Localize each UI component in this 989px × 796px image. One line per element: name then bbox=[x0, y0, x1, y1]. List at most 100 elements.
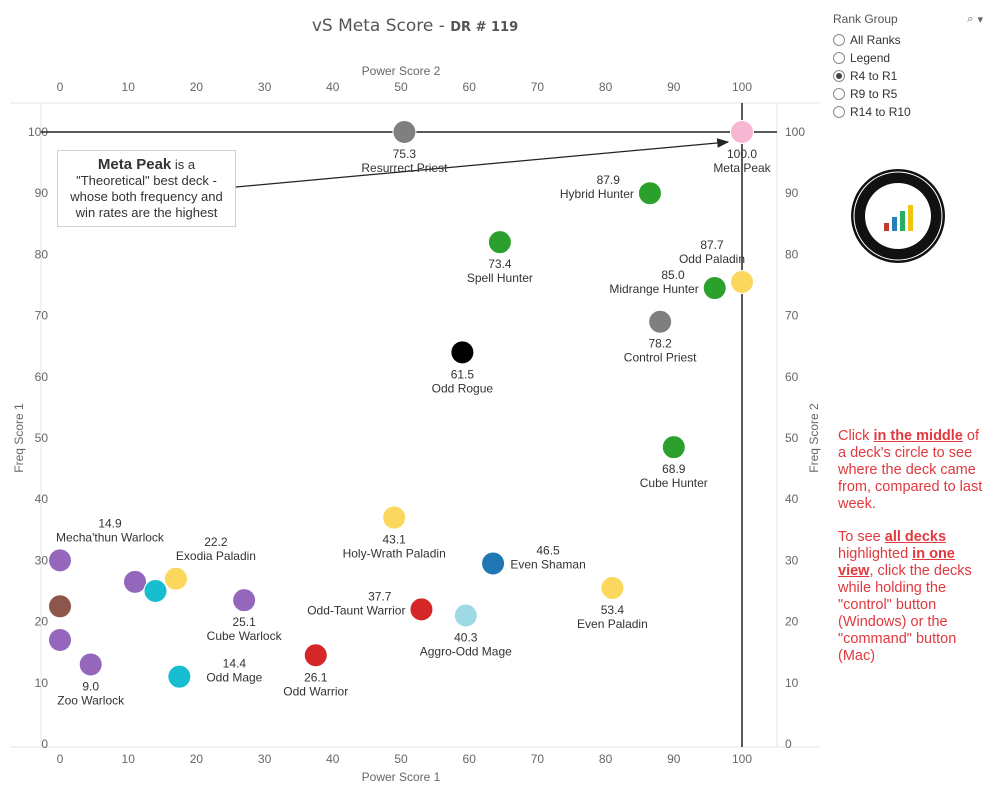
rank-option-legend[interactable]: Legend bbox=[833, 49, 983, 67]
y-tick-label: 20 bbox=[35, 615, 49, 629]
deck-name-label: Zoo Warlock bbox=[57, 693, 125, 707]
deck-score-label: 87.7 bbox=[700, 238, 724, 252]
rank-option-label: R4 to R1 bbox=[850, 69, 898, 83]
deck-score-label: 73.4 bbox=[488, 257, 512, 271]
rank-option-r14-to-r10[interactable]: R14 to R10 bbox=[833, 103, 983, 121]
deck-point[interactable] bbox=[232, 588, 257, 613]
callout-line-1: is a bbox=[171, 157, 196, 172]
y-tick-label: 100 bbox=[28, 125, 48, 139]
x-tick-label: 80 bbox=[599, 752, 613, 766]
deck-point[interactable] bbox=[48, 594, 72, 619]
radio-icon[interactable] bbox=[833, 52, 845, 64]
deck-point[interactable] bbox=[661, 435, 686, 460]
deck-point[interactable] bbox=[163, 566, 188, 591]
deck-score-label: 85.0 bbox=[661, 268, 685, 282]
deck-point[interactable] bbox=[637, 181, 662, 206]
deck-score-label: 53.4 bbox=[601, 603, 625, 617]
deck-name-label: Control Priest bbox=[624, 351, 697, 365]
x-tick-label: 60 bbox=[463, 752, 477, 766]
x-tick-label: 30 bbox=[258, 752, 272, 766]
deck-point[interactable] bbox=[392, 120, 417, 144]
deck-point[interactable] bbox=[648, 309, 673, 334]
deck-point[interactable] bbox=[450, 340, 475, 365]
y2-tick-label: 90 bbox=[785, 186, 799, 200]
rank-option-r4-to-r1[interactable]: R4 to R1 bbox=[833, 67, 983, 85]
radio-icon[interactable] bbox=[833, 88, 845, 100]
radio-icon[interactable] bbox=[833, 70, 845, 82]
chart-title: vS Meta Score - DR # 119 bbox=[0, 16, 830, 36]
x2-axis-title: Power Score 2 bbox=[362, 64, 441, 78]
y2-tick-label: 60 bbox=[785, 370, 799, 384]
deck-score-label: 22.2 bbox=[204, 535, 228, 549]
search-icon[interactable]: ⌕ bbox=[967, 12, 974, 25]
deck-point[interactable] bbox=[143, 579, 168, 603]
y2-tick-label: 40 bbox=[785, 492, 799, 506]
deck-name-label: Aggro-Odd Mage bbox=[420, 644, 512, 658]
logo-bars-icon bbox=[865, 183, 931, 249]
x-tick-label: 0 bbox=[57, 752, 64, 766]
x-tick-label: 100 bbox=[732, 752, 752, 766]
scatter-plot[interactable]: 0010102020303040405050606070708080909010… bbox=[0, 0, 830, 796]
x-tick-label: 70 bbox=[531, 752, 545, 766]
deck-point[interactable] bbox=[702, 276, 727, 301]
title-main: vS Meta Score bbox=[311, 16, 434, 36]
deck-point[interactable] bbox=[78, 652, 103, 677]
deck-score-label: 87.9 bbox=[597, 173, 621, 187]
y2-tick-label: 80 bbox=[785, 247, 799, 261]
y-tick-label: 90 bbox=[35, 186, 49, 200]
deck-score-label: 26.1 bbox=[304, 670, 328, 684]
deck-name-label: Odd-Taunt Warrior bbox=[307, 603, 405, 617]
meta-peak-callout: Meta Peak is a "Theoretical" best deck -… bbox=[57, 150, 236, 227]
dropdown-arrow-icon[interactable]: ▾ bbox=[977, 13, 983, 26]
deck-point[interactable] bbox=[487, 230, 512, 255]
deck-name-label: Meta Peak bbox=[713, 161, 771, 175]
deck-point[interactable] bbox=[453, 603, 478, 628]
rank-option-all-ranks[interactable]: All Ranks bbox=[833, 31, 983, 49]
deck-point[interactable] bbox=[730, 120, 754, 144]
instructions-note: Click in the middle of a deck's circle t… bbox=[838, 428, 986, 681]
deck-name-label: Spell Hunter bbox=[467, 271, 533, 285]
rank-option-r9-to-r5[interactable]: R9 to R5 bbox=[833, 85, 983, 103]
deck-point[interactable] bbox=[730, 269, 754, 294]
rank-group-filter: Rank Group ⌕ ▾ All Ranks Legend R4 to R1 R9… bbox=[833, 12, 983, 121]
y-tick-label: 50 bbox=[35, 431, 49, 445]
x-tick-label: 90 bbox=[667, 752, 681, 766]
deck-score-label: 43.1 bbox=[383, 533, 407, 547]
deck-point[interactable] bbox=[600, 575, 625, 600]
x2-tick-label: 20 bbox=[190, 80, 204, 94]
deck-point[interactable] bbox=[48, 627, 72, 652]
deck-score-label: 61.5 bbox=[451, 367, 475, 381]
x-tick-label: 20 bbox=[190, 752, 204, 766]
x2-tick-label: 90 bbox=[667, 80, 681, 94]
deck-point[interactable] bbox=[409, 597, 434, 622]
deck-score-label: 14.4 bbox=[223, 657, 247, 671]
x-tick-label: 40 bbox=[326, 752, 340, 766]
radio-icon[interactable] bbox=[833, 106, 845, 118]
y2-tick-label: 10 bbox=[785, 676, 799, 690]
deck-name-label: Even Paladin bbox=[577, 617, 648, 631]
deck-name-label: Midrange Hunter bbox=[609, 282, 698, 296]
deck-score-label: 75.3 bbox=[393, 147, 417, 161]
y-axis-title: Freq Score 1 bbox=[12, 403, 26, 473]
rank-group-label: Rank Group bbox=[833, 12, 898, 26]
title-subtitle: DR # 119 bbox=[450, 20, 519, 35]
radio-icon[interactable] bbox=[833, 34, 845, 46]
deck-score-label: 78.2 bbox=[648, 337, 672, 351]
deck-point[interactable] bbox=[48, 548, 72, 573]
deck-point[interactable] bbox=[123, 569, 148, 594]
title-separator: - bbox=[433, 16, 451, 36]
deck-name-label: Exodia Paladin bbox=[176, 549, 256, 563]
deck-point[interactable] bbox=[303, 643, 328, 668]
deck-point[interactable] bbox=[382, 505, 407, 530]
y2-tick-label: 100 bbox=[785, 125, 805, 139]
deck-point[interactable] bbox=[167, 664, 192, 689]
deck-score-label: 14.9 bbox=[98, 516, 122, 530]
x-tick-label: 10 bbox=[122, 752, 136, 766]
x2-tick-label: 70 bbox=[531, 80, 545, 94]
callout-line-2: "Theoretical" best deck - bbox=[76, 173, 217, 188]
note-click-middle: Click in the middle of a deck's circle t… bbox=[838, 428, 983, 512]
deck-score-label: 68.9 bbox=[662, 462, 686, 476]
deck-name-label: Hybrid Hunter bbox=[560, 187, 634, 201]
deck-point[interactable] bbox=[481, 551, 506, 576]
y2-tick-label: 30 bbox=[785, 553, 799, 567]
